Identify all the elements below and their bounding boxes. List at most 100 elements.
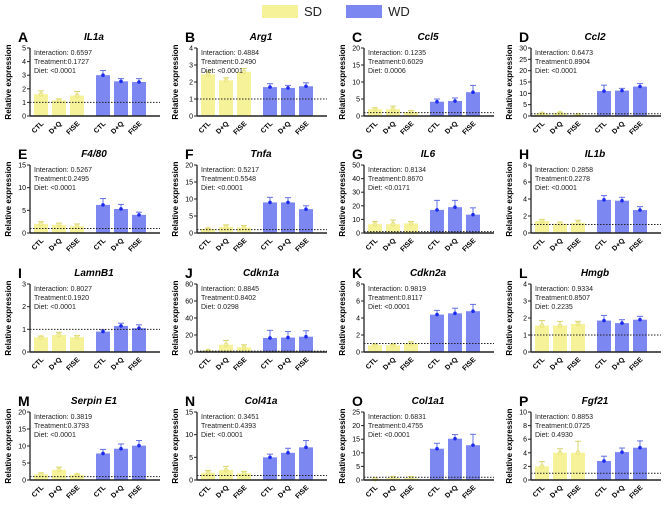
x-tick-label: CTL	[532, 237, 547, 252]
x-tick-label: FISE	[65, 356, 81, 372]
data-point	[453, 99, 457, 103]
panel-title: Arg1	[249, 32, 273, 43]
stats-text: Treatment:0.8402	[201, 295, 256, 302]
panel-title: Cdkn1a	[243, 268, 280, 279]
x-tick-label: CTL	[198, 356, 213, 371]
x-tick-label: FISE	[399, 120, 415, 136]
data-point	[557, 323, 563, 328]
y-tick-label: 4	[523, 450, 527, 457]
bar-sd-2	[404, 223, 418, 233]
x-tick-label: D+Q	[110, 484, 126, 500]
stats-text: Interaction: 0.6473	[535, 50, 593, 57]
stats-text: Interaction: 0.6597	[34, 50, 92, 57]
panel-title: Serpin E1	[71, 396, 118, 407]
x-tick-label: FISE	[127, 237, 143, 253]
data-point	[56, 332, 62, 338]
data-point	[602, 318, 606, 323]
data-point	[557, 221, 563, 226]
y-axis-label: Relative expression	[4, 408, 13, 483]
y-axis-label: Relative expression	[338, 44, 347, 119]
data-point	[471, 443, 475, 447]
panel-letter: B	[185, 29, 195, 45]
x-tick-label: CTL	[365, 120, 380, 135]
y-tick-label: 5	[523, 102, 527, 109]
x-tick-label: FISE	[628, 356, 644, 372]
panel-letter: M	[18, 393, 30, 409]
bar-sd-0	[34, 94, 48, 116]
y-tick-label: 80	[185, 282, 193, 289]
bar-wd-5	[633, 447, 647, 480]
data-point	[471, 90, 475, 94]
stats-text: Treatment:0.1727	[34, 59, 89, 66]
data-point	[241, 470, 247, 476]
stats-text: Interaction: 0.8845	[201, 286, 259, 293]
x-tick-label: CTL	[260, 237, 275, 252]
y-tick-label: 5	[22, 46, 26, 53]
x-tick-label: D+Q	[611, 237, 627, 253]
stats-text: Treatment:0.2278	[535, 176, 590, 183]
panel-title: F4/80	[81, 149, 107, 160]
x-tick-label: D+Q	[444, 484, 460, 500]
x-tick-label: FISE	[127, 120, 143, 136]
x-tick-label: FISE	[461, 237, 477, 253]
x-tick-label: FISE	[232, 356, 248, 372]
data-point	[38, 221, 44, 227]
x-tick-label: D+Q	[549, 237, 565, 253]
data-point	[304, 84, 308, 89]
y-tick-label: 20	[352, 203, 360, 210]
stats-text: Treatment:0.8670	[368, 176, 423, 183]
y-tick-label: 2	[22, 86, 26, 93]
panel-letter: J	[185, 265, 193, 281]
y-tick-label: 2	[22, 304, 26, 311]
y-tick-label: 6	[523, 180, 527, 187]
data-point	[557, 110, 563, 116]
x-tick-label: CTL	[198, 120, 213, 135]
x-tick-label: D+Q	[277, 237, 293, 253]
bar-wd-5	[132, 214, 146, 233]
bar-sd-1	[219, 344, 233, 352]
bar-wd-3	[96, 204, 110, 233]
data-point	[539, 218, 545, 224]
y-tick-label: 20	[18, 410, 26, 417]
x-tick-label: CTL	[594, 237, 609, 252]
legend: SD WD	[262, 4, 434, 19]
panel-title: Tnfa	[250, 149, 272, 160]
bar-sd-2	[571, 222, 585, 233]
stats-text: Treatment:0.6029	[368, 59, 423, 66]
y-tick-label: 0	[356, 478, 360, 485]
x-tick-label: D+Q	[611, 356, 627, 372]
legend-swatch-sd	[262, 5, 298, 18]
bar-sd-2	[237, 71, 251, 116]
y-axis-label: Relative expression	[4, 44, 13, 119]
data-point	[137, 443, 141, 448]
y-tick-label: 50	[352, 163, 360, 170]
bar-wd-4	[114, 448, 128, 480]
y-tick-label: 10	[352, 80, 360, 87]
bar-wd-5	[299, 447, 313, 480]
bar-sd-1	[553, 452, 567, 480]
y-tick-label: 5	[189, 214, 193, 221]
x-tick-label: D+Q	[277, 356, 293, 372]
panel-letter: C	[352, 29, 362, 45]
x-tick-label: D+Q	[110, 120, 126, 136]
data-point	[638, 317, 642, 322]
bar-sd-0	[201, 74, 215, 116]
y-tick-label: 15	[18, 427, 26, 434]
data-point	[205, 72, 211, 77]
x-tick-label: FISE	[294, 237, 310, 253]
x-tick-label: D+Q	[444, 120, 460, 136]
data-point	[101, 203, 105, 207]
bar-sd-0	[201, 472, 215, 480]
data-point	[435, 446, 439, 451]
bar-sd-0	[535, 325, 549, 352]
data-point	[205, 470, 211, 476]
legend-swatch-wd	[346, 5, 383, 18]
bar-wd-5	[633, 86, 647, 116]
panel-letter: K	[352, 265, 362, 281]
y-tick-label: 0	[523, 231, 527, 238]
y-tick-label: 2	[356, 333, 360, 340]
